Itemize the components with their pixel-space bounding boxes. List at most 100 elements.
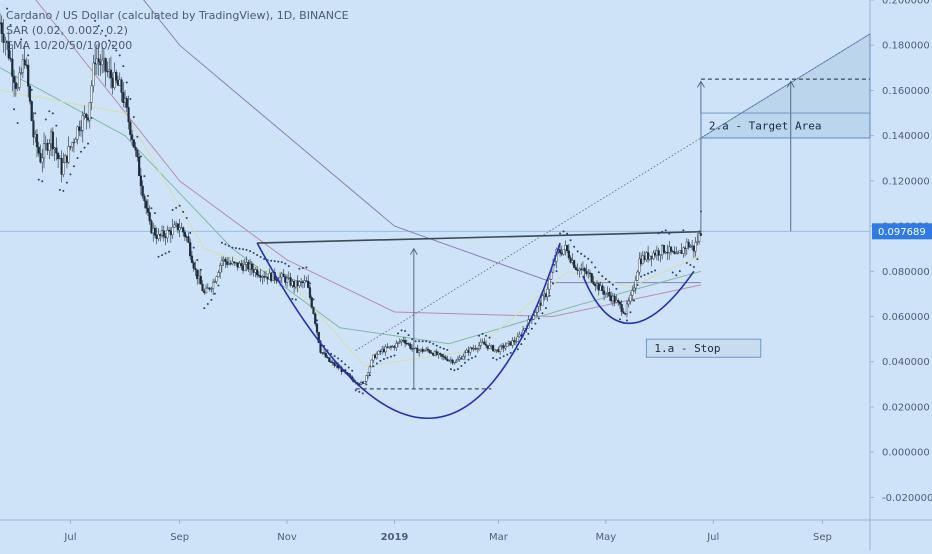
sar-dot xyxy=(428,341,431,344)
candle-body xyxy=(581,268,585,270)
candle-body xyxy=(564,245,567,250)
sar-dot xyxy=(678,270,681,273)
candle-body xyxy=(71,142,74,148)
candle-body xyxy=(502,345,505,349)
candle-body xyxy=(361,382,364,384)
sar-dot xyxy=(287,265,290,268)
sar-dot xyxy=(633,299,636,302)
candle-body xyxy=(683,247,687,250)
sar-dot xyxy=(83,146,86,149)
candle-body xyxy=(326,357,329,359)
candle-body xyxy=(95,58,98,65)
candle-body xyxy=(85,113,88,118)
candle-body xyxy=(141,185,144,197)
candle-body xyxy=(76,126,79,140)
sar-dot xyxy=(16,121,19,124)
candle-body xyxy=(307,280,310,288)
candle-body xyxy=(548,279,551,290)
sar-dot xyxy=(139,155,142,158)
candle-body xyxy=(460,357,463,360)
y-tick-label: 0.020000 xyxy=(882,402,930,413)
ema-100-line xyxy=(35,0,702,318)
candle-body xyxy=(423,350,426,352)
measure-arrow-left-head xyxy=(697,80,705,88)
candle-body xyxy=(178,227,181,231)
y-tick-label: 0.040000 xyxy=(882,357,930,368)
sar-dot xyxy=(13,108,16,111)
sar-dot xyxy=(611,283,614,286)
candle-body xyxy=(197,275,201,279)
candle-body xyxy=(252,269,255,273)
candle-body xyxy=(396,341,400,344)
sar-dot xyxy=(206,303,209,306)
y-tick-label: 0.080000 xyxy=(882,267,930,278)
sar-dot xyxy=(108,39,111,42)
candle-body xyxy=(333,362,336,366)
candle-body xyxy=(322,352,326,354)
candle-body xyxy=(257,274,260,277)
candle-body xyxy=(51,131,54,150)
candle-body xyxy=(259,275,262,278)
candle-body xyxy=(699,233,703,236)
candle-body xyxy=(220,260,224,266)
handle-curve xyxy=(582,270,695,325)
sar-dot xyxy=(379,359,382,362)
candle-body xyxy=(462,356,465,360)
candle-body xyxy=(675,252,678,255)
sar-dot xyxy=(97,24,100,27)
sar-dot xyxy=(185,217,188,220)
candle-body xyxy=(328,357,331,363)
candle-body xyxy=(329,361,333,363)
candle-body xyxy=(662,245,666,253)
candle-body xyxy=(0,22,3,34)
sar-dot xyxy=(604,277,607,280)
stop-annotation: 1.a - Stop xyxy=(645,338,762,358)
candle-body xyxy=(65,155,69,163)
sar-dot xyxy=(259,255,262,258)
sar-dot xyxy=(537,317,540,320)
candle-body xyxy=(132,139,135,148)
candle-body xyxy=(296,280,299,286)
candle-body xyxy=(592,281,595,285)
candle-body xyxy=(430,352,433,354)
candle-body xyxy=(363,380,366,384)
sar-dot xyxy=(316,319,319,322)
sar-dot xyxy=(164,252,167,255)
sar-dot xyxy=(640,275,643,278)
candle-body xyxy=(698,233,701,242)
candle-body xyxy=(509,341,512,346)
sar-dot xyxy=(143,175,146,178)
sar-dot xyxy=(411,338,414,341)
sar-dot xyxy=(597,271,600,274)
resistance-line xyxy=(257,230,701,244)
candle-body xyxy=(476,348,479,350)
candle-body xyxy=(439,352,442,355)
sar-dot xyxy=(492,357,495,360)
sar-dot xyxy=(382,358,385,361)
measure-arrow-right-head xyxy=(786,80,795,88)
candle-body xyxy=(190,255,194,263)
candle-body xyxy=(123,98,127,103)
candle-body xyxy=(171,226,174,236)
candle-body xyxy=(25,64,28,66)
candle-body xyxy=(664,252,667,254)
sar-dot xyxy=(330,352,333,355)
sar-dot xyxy=(615,287,618,290)
sar-dot xyxy=(442,347,445,350)
candle-body xyxy=(294,280,297,288)
candle-body xyxy=(55,147,58,154)
candle-body xyxy=(314,313,317,324)
ema-200-line xyxy=(143,0,701,284)
sar-dot xyxy=(294,298,297,301)
candle-body xyxy=(652,252,655,259)
candle-body xyxy=(201,284,204,292)
sar-dot xyxy=(654,269,657,272)
candle-body xyxy=(366,372,370,376)
candle-body xyxy=(196,269,199,279)
candle-body xyxy=(115,72,118,81)
candle-body xyxy=(562,249,565,255)
candle-body xyxy=(293,281,296,288)
ema-50-line xyxy=(0,67,702,345)
sar-dot xyxy=(664,229,667,232)
